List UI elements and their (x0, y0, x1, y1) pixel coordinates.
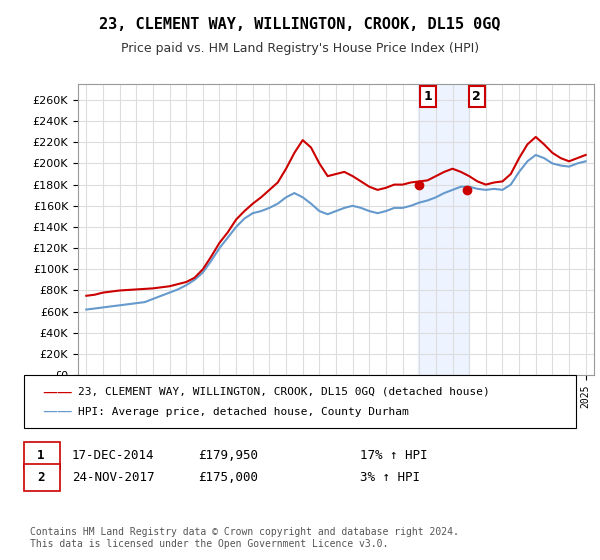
Text: Price paid vs. HM Land Registry's House Price Index (HPI): Price paid vs. HM Land Registry's House … (121, 42, 479, 55)
Text: ——: —— (42, 385, 73, 399)
Text: HPI: Average price, detached house, County Durham: HPI: Average price, detached house, Coun… (78, 407, 409, 417)
Text: 2: 2 (37, 471, 45, 484)
Text: 17% ↑ HPI: 17% ↑ HPI (360, 449, 428, 462)
Text: 2: 2 (472, 90, 481, 103)
Bar (418, 84, 469, 375)
Text: ——: —— (42, 404, 73, 419)
Text: 23, CLEMENT WAY, WILLINGTON, CROOK, DL15 0GQ (detached house): 23, CLEMENT WAY, WILLINGTON, CROOK, DL15… (78, 387, 490, 397)
Text: HPI: Average price, detached house, County Durham: HPI: Average price, detached house, Coun… (78, 407, 409, 417)
Text: 23, CLEMENT WAY, WILLINGTON, CROOK, DL15 0GQ: 23, CLEMENT WAY, WILLINGTON, CROOK, DL15… (99, 17, 501, 32)
Text: 23, CLEMENT WAY, WILLINGTON, CROOK, DL15 0GQ (detached house): 23, CLEMENT WAY, WILLINGTON, CROOK, DL15… (78, 387, 490, 397)
Text: 3% ↑ HPI: 3% ↑ HPI (360, 471, 420, 484)
Text: 1: 1 (424, 90, 433, 103)
Text: ——: —— (42, 404, 73, 419)
Text: Contains HM Land Registry data © Crown copyright and database right 2024.
This d: Contains HM Land Registry data © Crown c… (30, 527, 459, 549)
Text: 24-NOV-2017: 24-NOV-2017 (72, 471, 155, 484)
Text: £175,000: £175,000 (198, 471, 258, 484)
Text: ——: —— (42, 385, 73, 399)
Text: £179,950: £179,950 (198, 449, 258, 462)
Text: 1: 1 (37, 449, 45, 462)
Text: 17-DEC-2014: 17-DEC-2014 (72, 449, 155, 462)
